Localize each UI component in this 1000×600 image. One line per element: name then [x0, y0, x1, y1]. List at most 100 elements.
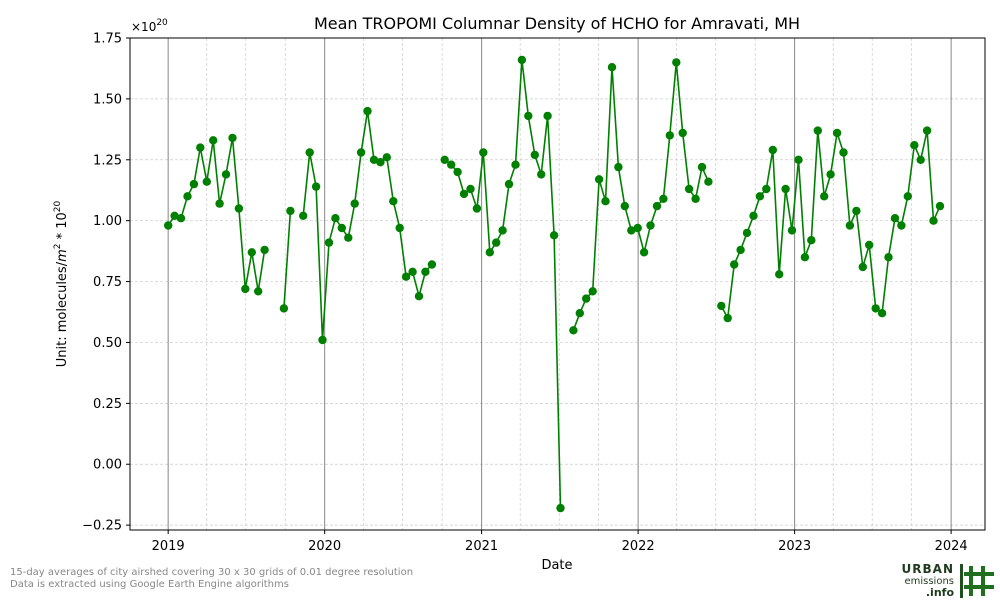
data-point	[807, 236, 816, 245]
data-point	[401, 272, 411, 281]
data-point	[234, 204, 244, 213]
data-point	[749, 211, 758, 220]
data-point	[395, 223, 404, 233]
series-line	[283, 210, 292, 309]
data-point	[356, 148, 366, 157]
data-point	[221, 170, 231, 179]
data-point	[196, 143, 205, 152]
data-point	[331, 214, 340, 223]
data-point	[376, 158, 385, 167]
y-tick-label: 1.50	[93, 92, 122, 107]
data-point	[762, 184, 771, 194]
data-point	[408, 267, 417, 276]
y-axis-title: Unit: molecules/m2 * 1020	[53, 200, 70, 367]
data-point	[492, 238, 501, 247]
data-point	[607, 62, 617, 72]
data-point	[485, 248, 494, 257]
data-point	[781, 184, 790, 194]
data-point	[254, 287, 263, 296]
data-point	[839, 148, 848, 157]
data-point	[189, 179, 199, 189]
data-point	[723, 313, 732, 323]
data-point	[755, 192, 765, 201]
data-point	[794, 155, 803, 164]
data-point	[890, 214, 900, 223]
data-point	[344, 233, 353, 242]
y-axis-title-sup2: 20	[53, 200, 63, 212]
data-point	[865, 240, 874, 250]
logo-grid-icon	[960, 564, 994, 598]
x-tick-label: 2020	[308, 539, 341, 554]
data-point	[684, 184, 694, 194]
x-tick-label: 2021	[465, 539, 498, 554]
data-point	[337, 223, 346, 233]
data-point	[639, 248, 649, 257]
data-point	[813, 126, 822, 135]
data-point	[479, 148, 488, 157]
series-line	[444, 59, 562, 509]
data-point	[164, 221, 173, 230]
data-point	[775, 270, 784, 279]
data-point	[820, 192, 829, 201]
data-point	[582, 294, 591, 303]
x-axis-title: Date	[541, 558, 572, 573]
urban-emissions-logo: URBAN emissions .info	[898, 560, 998, 600]
data-point	[504, 179, 514, 189]
data-point	[202, 177, 211, 186]
data-point	[440, 155, 449, 164]
data-point	[665, 131, 674, 140]
data-point	[877, 309, 887, 318]
data-point	[279, 304, 289, 313]
data-point	[678, 128, 687, 138]
y-tick-label: −0.25	[82, 519, 122, 534]
data-point	[871, 304, 880, 313]
data-point	[363, 106, 372, 116]
data-point	[311, 182, 321, 191]
data-point	[672, 58, 681, 67]
y-ticks: −0.25 0.00 0.25 0.50 0.75 1.00 1.25 1.50 1.75	[82, 32, 130, 534]
data-point	[633, 223, 642, 233]
y-tick-label: 0.25	[93, 397, 122, 412]
data-point	[717, 301, 726, 311]
data-point	[903, 192, 912, 201]
data-point	[652, 201, 662, 211]
data-point	[601, 197, 610, 206]
data-point	[369, 155, 379, 164]
data-point	[768, 145, 777, 155]
data-point	[569, 326, 578, 335]
data-point	[543, 111, 552, 121]
data-point	[922, 126, 932, 135]
y-axis-title-prefix: Unit: molecules/	[55, 261, 70, 367]
series-line	[167, 137, 266, 292]
x-tick-label: 2024	[935, 539, 968, 554]
data-point	[305, 148, 314, 157]
data-point	[427, 260, 437, 269]
data-point	[845, 221, 855, 230]
data-point	[929, 216, 938, 225]
data-point	[414, 292, 424, 301]
data-point	[459, 189, 469, 199]
data-point	[852, 206, 861, 216]
data-point	[228, 133, 237, 143]
data-point	[800, 253, 810, 262]
x-tick-label: 2022	[622, 539, 655, 554]
data-point	[260, 245, 269, 255]
data-point	[549, 231, 559, 240]
series-line	[302, 110, 433, 341]
data-point	[511, 160, 520, 169]
data-point	[646, 221, 655, 230]
data-point	[209, 136, 218, 145]
data-point	[594, 175, 604, 184]
footnote-line-2: Data is extracted using Google Earth Eng…	[10, 579, 289, 590]
y-multiplier-base: ×10	[131, 20, 156, 34]
x-ticks: 2019 2020 2021 2022 2023 2024	[152, 530, 968, 554]
data-point	[897, 221, 906, 230]
data-point	[588, 287, 597, 296]
data-point	[524, 111, 533, 121]
logo-text-emissions: emissions	[904, 576, 954, 587]
data-point	[389, 197, 398, 206]
footnote-line-1: 15-day averages of city airshed covering…	[10, 567, 414, 578]
y-tick-label: 1.25	[93, 153, 122, 168]
logo-text-info: .info	[925, 586, 954, 599]
